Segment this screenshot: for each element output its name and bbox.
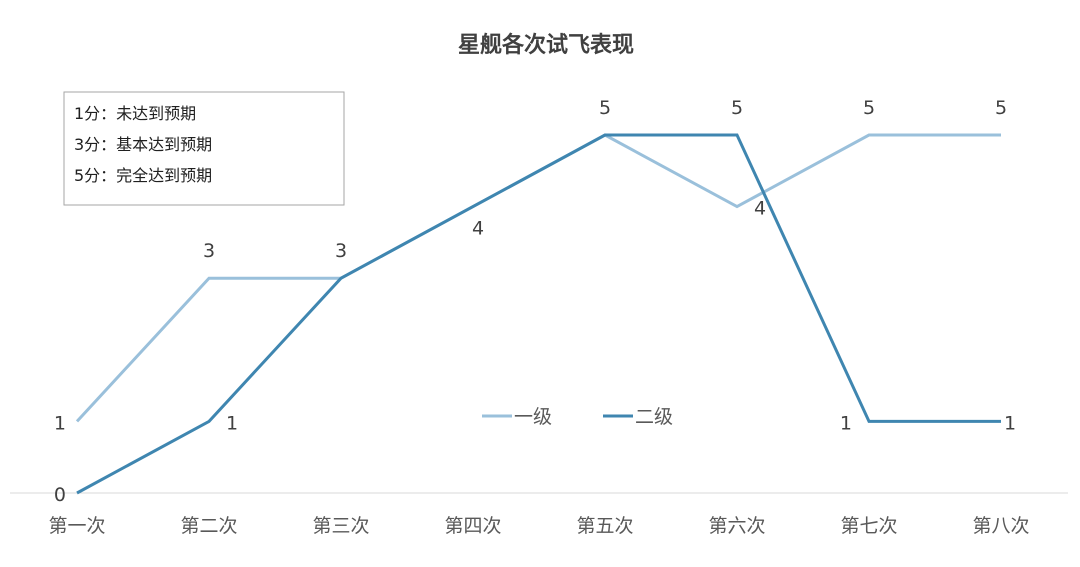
x-tick-label-4: 第四次 [444,515,501,537]
chart-title: 星舰各次试飞表现 [458,32,634,58]
legend-label-stage-1: 一级 [514,406,552,428]
data-label-stage-1-6: 4 [754,198,766,220]
x-tick-label-6: 第六次 [708,515,765,537]
x-tick-label-7: 第七次 [840,515,897,537]
note-5-points: 5分：完全达到预期 [74,166,212,185]
data-label-stage-1-8: 5 [995,97,1007,119]
data-label-stage-1-7: 5 [863,97,875,119]
notes-box-border [63,91,345,206]
legend-item-stage-2: 二级 [603,406,673,428]
data-label-stage-2-1: 0 [54,484,66,506]
series-line-stage-2 [76,133,1001,495]
note-3-points: 3分：基本达到预期 [74,135,212,154]
data-label-stage-2-7: 1 [840,412,852,434]
data-label-stage-1-1: 1 [54,412,66,434]
notes-box: 1分：未达到预期 3分：基本达到预期 5分：完全达到预期 [63,91,345,206]
data-label-stage-2-6: 5 [731,97,743,119]
legend-item-stage-1: 一级 [482,406,552,428]
data-label-stage-1-5: 5 [599,97,611,119]
data-label-stage-1-3: 3 [335,240,347,262]
x-tick-label-1: 第一次 [48,515,105,537]
legend-label-stage-2: 二级 [635,406,673,428]
x-tick-label-3: 第三次 [312,515,369,537]
data-label-stage-2-2: 1 [226,412,238,434]
x-tick-label-8: 第八次 [972,515,1029,537]
data-label-stage-1-2: 3 [203,240,215,262]
data-label-stage-1-4: 4 [472,218,484,240]
note-1-point: 1分：未达到预期 [74,104,196,123]
x-tick-label-2: 第二次 [180,515,237,537]
legend: 一级 二级 [482,406,673,428]
x-tick-label-5: 第五次 [576,515,633,537]
data-label-stage-2-8: 1 [1004,412,1016,434]
data-labels: 1 3 3 4 5 4 5 5 0 1 5 1 1 [54,97,1016,506]
x-axis-tick-labels: 第一次 第二次 第三次 第四次 第五次 第六次 第七次 第八次 [48,515,1029,537]
series-lines [75,133,1001,495]
